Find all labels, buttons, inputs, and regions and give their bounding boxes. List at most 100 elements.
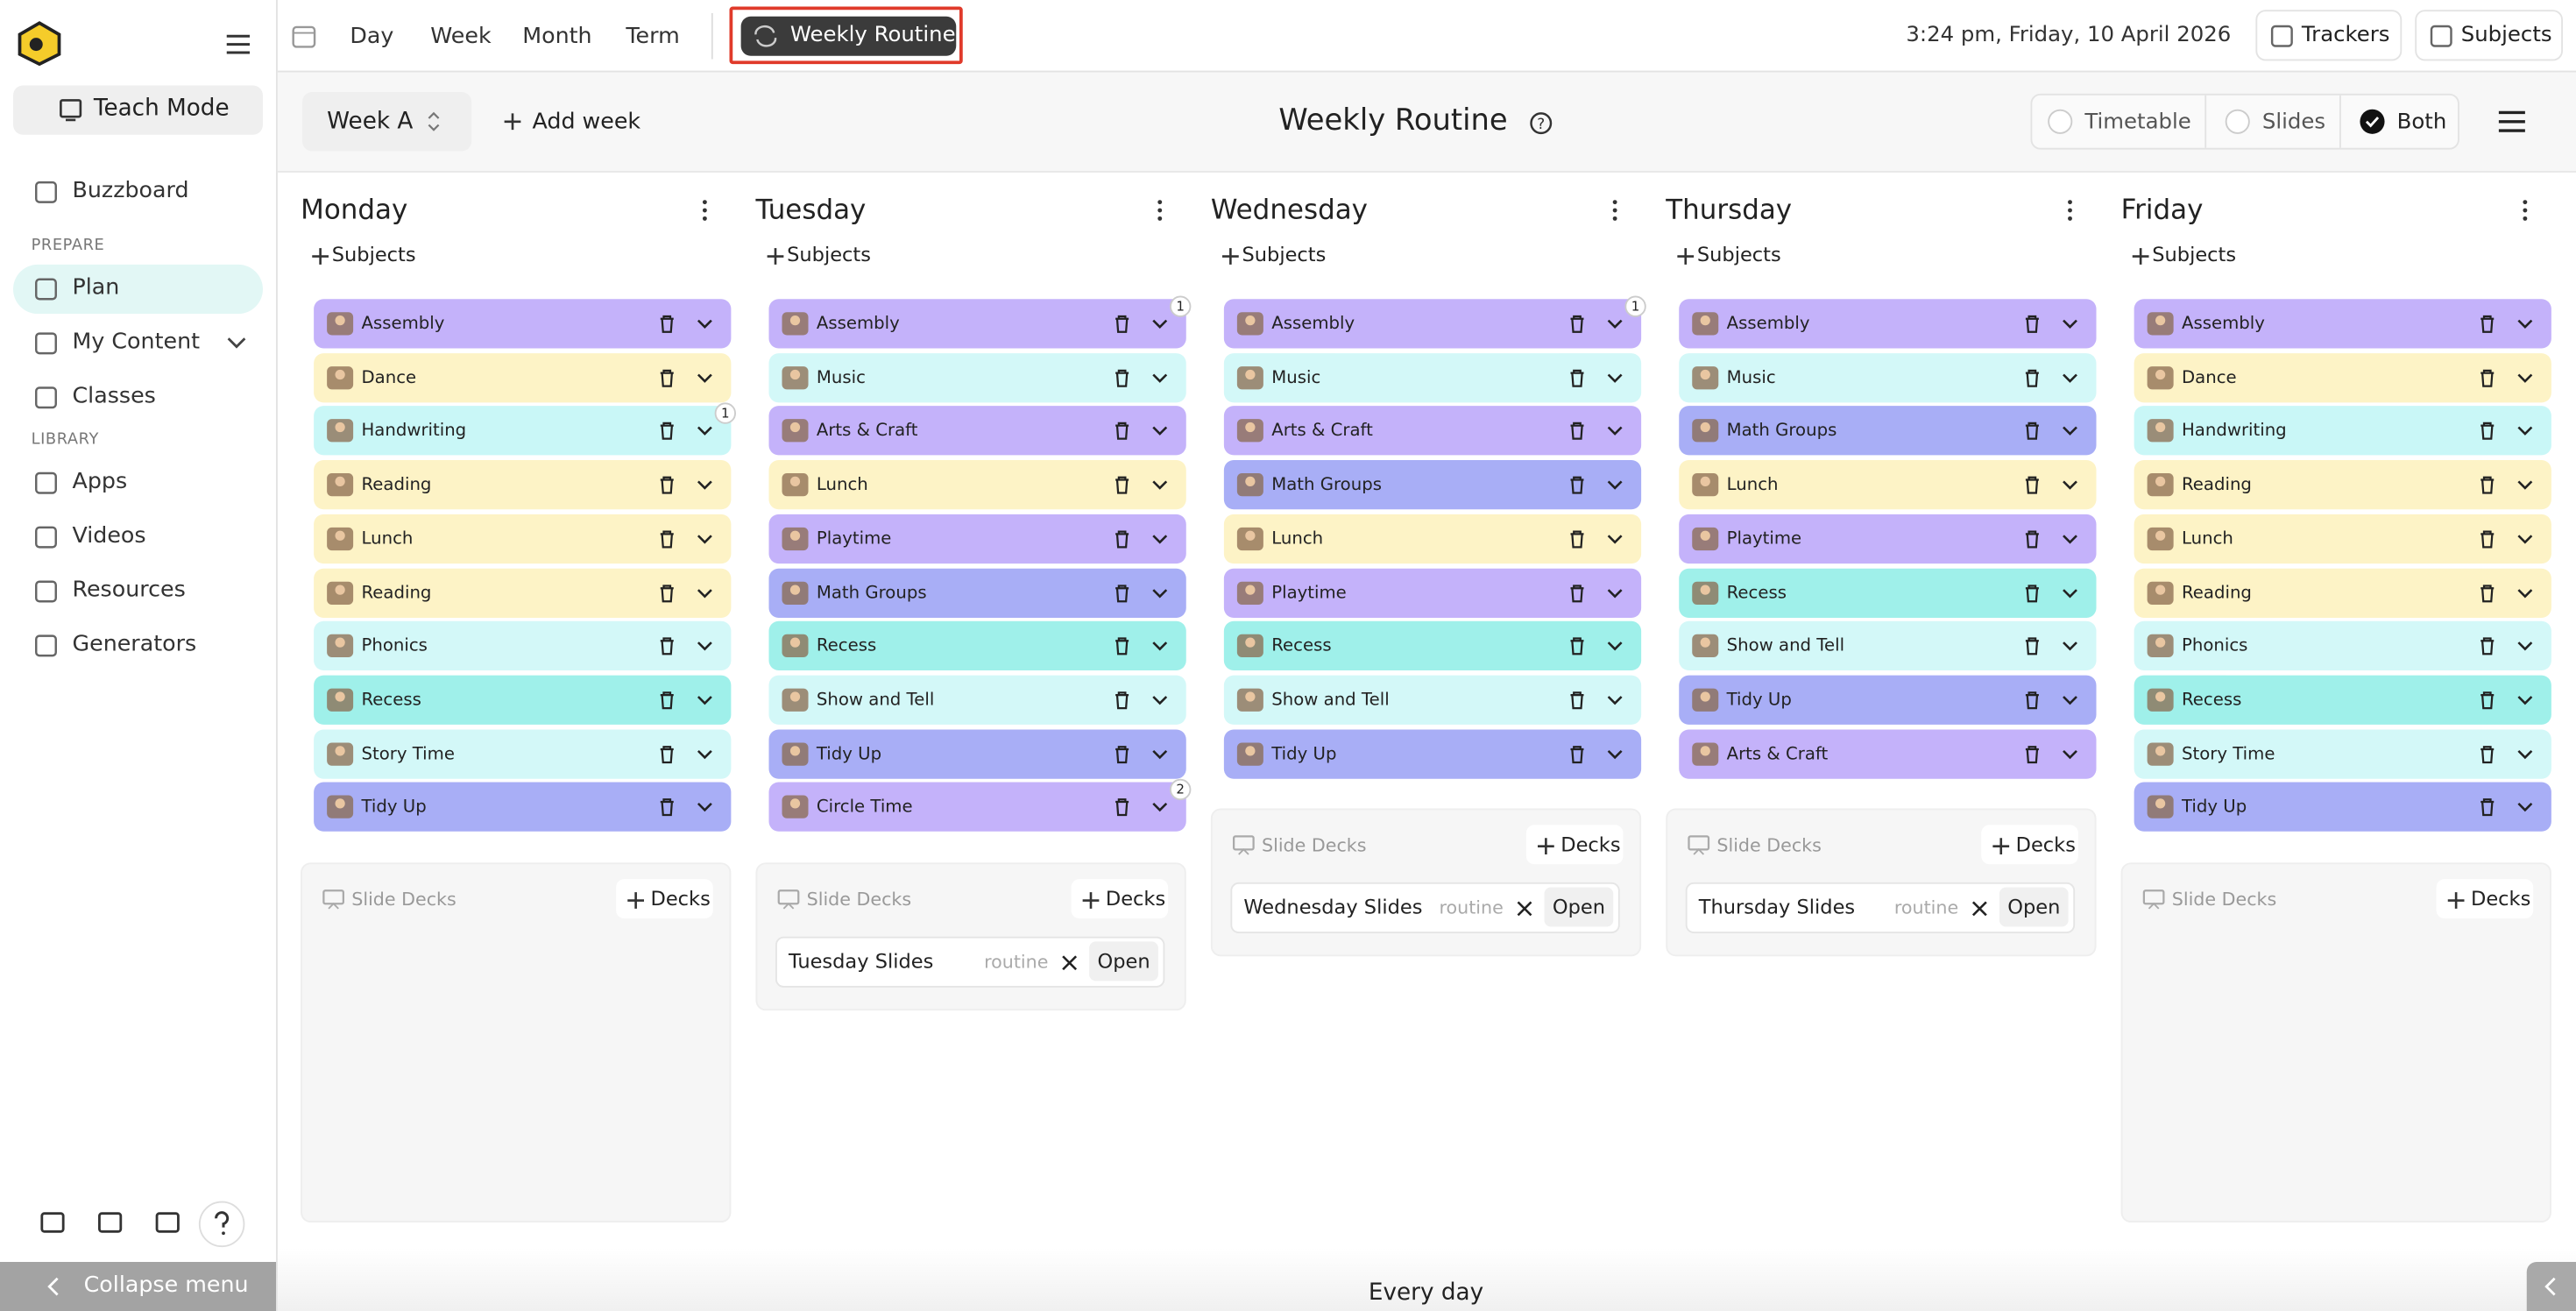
subject-avatar: [1236, 365, 1263, 389]
collapse-bar[interactable]: [0, 1262, 276, 1311]
delete-icon: [2025, 530, 2039, 549]
radio: [2360, 109, 2385, 134]
add-subjects[interactable]: Subjects: [331, 243, 416, 266]
deck-open-button[interactable]: [1544, 888, 1614, 928]
subject-name: Music: [1726, 367, 1776, 387]
subject-name: Arts & Craft: [816, 421, 918, 442]
footer-bar: [277, 1249, 2576, 1311]
nav-icon: [35, 471, 57, 494]
expand-icon: [1152, 319, 1168, 329]
collapse-label[interactable]: Collapse menu: [83, 1272, 249, 1299]
subject-name: Reading: [2182, 475, 2252, 495]
nav-item[interactable]: Apps: [72, 468, 128, 495]
delete-icon: [2025, 422, 2039, 441]
subject-avatar: [327, 527, 354, 550]
add-subjects[interactable]: Subjects: [2152, 243, 2237, 266]
subject-name: Math Groups: [816, 582, 927, 603]
add-decks-button[interactable]: [1071, 879, 1169, 919]
plus-icon: [2447, 892, 2465, 909]
add-subjects[interactable]: Subjects: [787, 243, 871, 266]
subject-avatar: [1692, 365, 1719, 389]
subject-name: Tidy Up: [2182, 797, 2247, 818]
plus-icon: [627, 892, 644, 909]
view-tab[interactable]: Day: [350, 23, 394, 50]
plus-icon: [1222, 248, 1239, 265]
display-option-label[interactable]: Both: [2396, 110, 2447, 135]
subject-avatar: [327, 473, 354, 497]
subject-name: Reading: [2182, 582, 2252, 603]
view-tab[interactable]: Term: [626, 23, 680, 50]
expand-icon: [1607, 641, 1623, 651]
subject-name: Handwriting: [2182, 421, 2287, 442]
toolbar-button[interactable]: [2255, 10, 2403, 61]
expand-icon: [697, 695, 712, 705]
nav-item[interactable]: Resources: [72, 577, 186, 604]
deck-open-button[interactable]: [1999, 888, 2069, 928]
subject-name: Story Time: [2182, 743, 2275, 764]
divider: [2339, 95, 2341, 148]
display-option-label[interactable]: Slides: [2261, 110, 2326, 135]
toolbar-button-label: Trackers: [2301, 23, 2390, 48]
delete-icon: [660, 691, 674, 710]
side-toggle[interactable]: [2526, 1262, 2576, 1311]
expand-icon: [2063, 534, 2077, 544]
subject-avatar: [327, 365, 354, 389]
delete-icon: [1115, 691, 1129, 710]
nav-item[interactable]: My Content: [72, 329, 201, 355]
expand-icon: [40, 1212, 65, 1233]
highlight-outline: [729, 6, 963, 65]
subject-avatar: [1236, 312, 1263, 336]
subject-name: Recess: [1271, 635, 1332, 656]
expand-icon: [1607, 695, 1623, 705]
subject-name: Tidy Up: [361, 797, 427, 818]
subject-avatar: [782, 419, 809, 443]
subject-avatar: [1236, 419, 1263, 443]
deck-name: Wednesday Slides: [1243, 896, 1423, 919]
subject-avatar: [782, 796, 809, 819]
subject-avatar: [782, 527, 809, 550]
nav-item[interactable]: Generators: [72, 631, 197, 657]
subject-avatar: [2147, 365, 2174, 389]
footer-label: Every day: [1368, 1279, 1484, 1307]
subject-avatar: [1692, 688, 1719, 712]
expand-icon: [1152, 588, 1168, 598]
deck-tag: routine: [984, 951, 1049, 973]
view-tab[interactable]: Month: [522, 23, 592, 50]
nav-item[interactable]: Classes: [72, 382, 156, 409]
delete-icon: [2025, 637, 2039, 656]
help-icon: [198, 1201, 245, 1248]
display-option-label[interactable]: Timetable: [2084, 110, 2191, 135]
add-decks-button[interactable]: [2436, 879, 2534, 919]
add-subjects[interactable]: Subjects: [1696, 243, 1781, 266]
active-view-label[interactable]: Weekly Routine: [789, 23, 956, 48]
subject-avatar: [327, 741, 354, 765]
delete-icon: [1115, 798, 1129, 817]
teach-mode-button[interactable]: [13, 85, 263, 135]
toolbar-button[interactable]: [2415, 10, 2563, 61]
slides-icon: [2142, 889, 2165, 910]
slides-icon: [322, 889, 344, 910]
expand-icon: [2517, 427, 2533, 436]
delete-icon: [2025, 745, 2039, 763]
delete-icon: [2025, 691, 2039, 710]
subject-name: Tidy Up: [1271, 743, 1337, 764]
delete-icon: [1570, 637, 1584, 656]
subject-name: Math Groups: [1726, 421, 1837, 442]
add-subjects[interactable]: Subjects: [1242, 243, 1327, 266]
add-decks-button[interactable]: [1981, 825, 2078, 865]
add-week[interactable]: Add week: [532, 108, 641, 135]
subject-avatar: [1692, 634, 1719, 658]
delete-icon: [1115, 476, 1129, 494]
week-select[interactable]: [302, 92, 472, 152]
add-decks-button[interactable]: [1525, 825, 1624, 865]
updown-icon: [428, 111, 440, 131]
add-decks-button[interactable]: [616, 879, 713, 919]
deck-open-button[interactable]: [1089, 941, 1158, 981]
nav-item[interactable]: Videos: [72, 522, 146, 549]
nav-item[interactable]: Plan: [72, 274, 120, 301]
nav-item[interactable]: Buzzboard: [72, 177, 189, 204]
deck-open-label: Open: [1552, 896, 1605, 919]
menu-icon[interactable]: [225, 33, 251, 56]
active-view-button[interactable]: [740, 16, 957, 56]
view-tab[interactable]: Week: [430, 23, 492, 50]
